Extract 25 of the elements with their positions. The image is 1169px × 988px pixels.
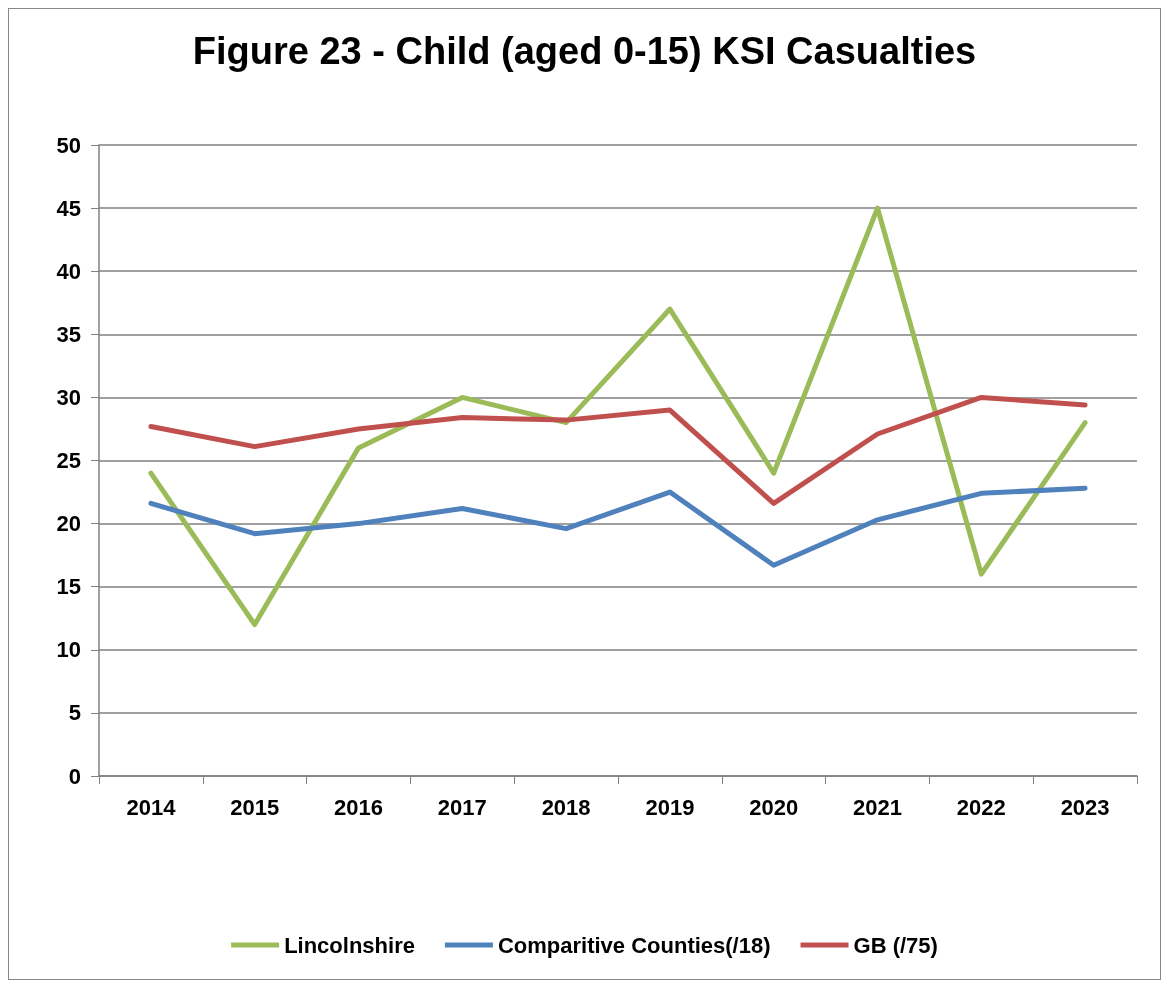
y-tick-label: 10 [56, 637, 81, 663]
y-tick-label: 30 [56, 384, 81, 410]
legend-label: GB (/75) [853, 932, 938, 958]
x-tick-label: 2016 [334, 794, 383, 820]
y-tick-label: 5 [68, 700, 81, 726]
y-tick-label: 0 [68, 763, 81, 789]
x-tick-label: 2014 [126, 794, 177, 820]
legend-label: Comparitive Counties(/18) [497, 932, 771, 958]
y-tick-label: 50 [56, 132, 81, 158]
chart-title: Figure 23 - Child (aged 0-15) KSI Casualties [192, 30, 977, 72]
y-tick-label: 15 [56, 574, 81, 600]
x-tick-label: 2020 [749, 794, 799, 820]
x-tick-label: 2015 [230, 794, 280, 820]
x-tick-label: 2019 [645, 794, 695, 820]
y-tick-label: 45 [56, 195, 81, 221]
y-tick-label: 40 [56, 258, 81, 284]
x-tick-label: 2023 [1060, 794, 1110, 820]
legend-label: Lincolnshire [284, 932, 415, 958]
y-tick-label: 35 [56, 321, 81, 347]
y-tick-label: 20 [56, 511, 81, 537]
y-tick-label: 25 [56, 448, 81, 473]
x-tick-label: 2022 [956, 794, 1006, 820]
x-tick-label: 2017 [437, 794, 487, 820]
x-tick-label: 2021 [853, 794, 902, 820]
x-tick-label: 2018 [541, 794, 591, 820]
